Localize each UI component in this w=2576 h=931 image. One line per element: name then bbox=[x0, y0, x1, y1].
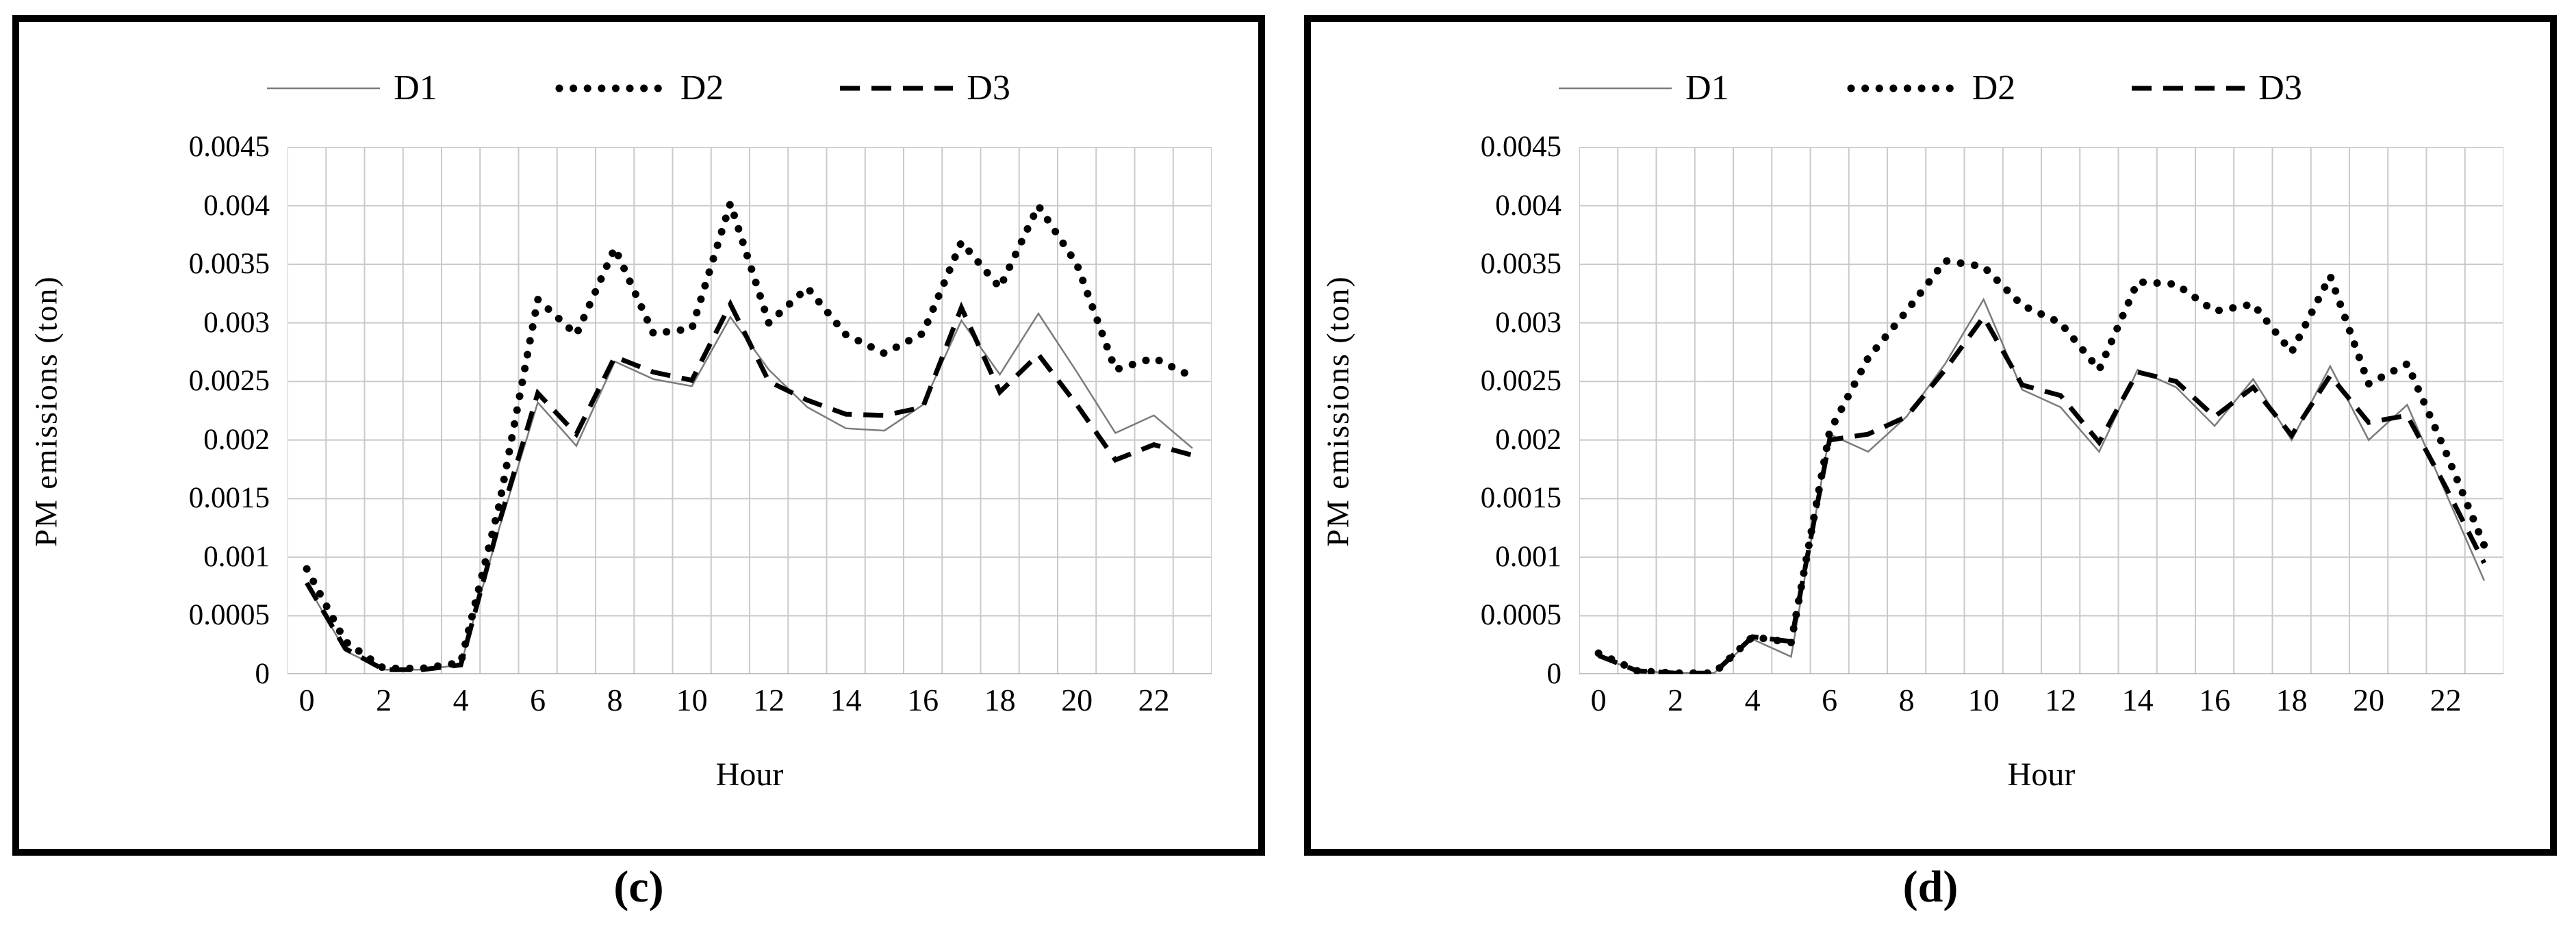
y-tick-label: 0.002 bbox=[203, 423, 270, 456]
x-tick-label: 10 bbox=[1967, 683, 2000, 717]
x-tick-label: 6 bbox=[530, 683, 546, 717]
x-tick-label: 0 bbox=[298, 683, 315, 717]
x-tick-label: 4 bbox=[1744, 683, 1761, 717]
x-tick-label: 4 bbox=[452, 683, 469, 717]
y-tick-label: 0.0015 bbox=[1480, 482, 1561, 515]
x-tick-label: 2 bbox=[376, 683, 392, 717]
legend-item-d2: D2 bbox=[554, 71, 724, 106]
d1-line-sample-icon bbox=[1559, 87, 1672, 90]
x-tick-label: 14 bbox=[2121, 683, 2154, 717]
x-tick-label: 0 bbox=[1590, 683, 1607, 717]
y-tick-label: 0.0045 bbox=[188, 131, 270, 163]
legend-item-d3: D3 bbox=[840, 71, 1010, 106]
d3-dashed-sample-icon bbox=[2132, 86, 2245, 91]
y-tick-label: 0.0035 bbox=[1480, 248, 1561, 281]
y-tick-label: 0 bbox=[1546, 658, 1562, 690]
x-tick-label: 18 bbox=[2275, 683, 2308, 717]
d2-dotted-sample-icon bbox=[555, 84, 667, 92]
y-axis-tick-labels: 0.0045 0.004 0.0035 0.003 0.0025 0.002 0.0015 0… bbox=[1336, 131, 1561, 690]
x-tick-label: 22 bbox=[2430, 683, 2462, 717]
legend-label-d2: D2 bbox=[680, 68, 724, 107]
y-tick-label: 0.0045 bbox=[1480, 131, 1561, 163]
x-axis-tick-labels: 0 2 4 6 8 10 12 14 16 18 20 22 bbox=[1579, 683, 2503, 724]
y-axis-tick-labels: 0.0045 0.004 0.0035 0.003 0.0025 0.002 0.0015 0… bbox=[44, 131, 270, 690]
y-tick-label: 0.001 bbox=[203, 540, 270, 573]
series-line-d3 bbox=[1597, 312, 2487, 674]
x-tick-label: 12 bbox=[2045, 683, 2077, 717]
legend-label-d1: D1 bbox=[394, 68, 437, 107]
y-tick-label: 0.004 bbox=[203, 189, 270, 222]
d1-line-sample-icon bbox=[267, 87, 381, 90]
x-tick-label: 10 bbox=[676, 683, 708, 717]
x-tick-label: 20 bbox=[2353, 683, 2385, 717]
x-axis-tick-labels: 0 2 4 6 8 10 12 14 16 18 20 22 bbox=[288, 683, 1212, 724]
series-line-d2 bbox=[1594, 257, 2488, 674]
series-line-d2 bbox=[303, 190, 1197, 672]
legend-item-d3: D3 bbox=[2132, 71, 2302, 106]
legend-label-d2: D2 bbox=[1972, 68, 2016, 107]
x-tick-label: 14 bbox=[830, 683, 862, 717]
legend-item-d1: D1 bbox=[1559, 71, 1729, 106]
x-tick-label: 16 bbox=[907, 683, 939, 717]
y-tick-label: 0.0025 bbox=[188, 365, 270, 398]
caption-c: (c) bbox=[613, 862, 664, 912]
x-axis-title: Hour bbox=[2007, 756, 2076, 793]
legend: D1 D2 D3 bbox=[1311, 64, 2550, 112]
legend: D1 D2 D3 bbox=[19, 64, 1258, 112]
x-tick-label: 16 bbox=[2199, 683, 2231, 717]
plot-area bbox=[1579, 147, 2503, 674]
x-tick-label: 6 bbox=[1822, 683, 1838, 717]
y-tick-label: 0 bbox=[255, 658, 270, 690]
y-tick-label: 0.002 bbox=[1495, 423, 1561, 456]
y-tick-label: 0.0005 bbox=[188, 599, 270, 632]
y-tick-label: 0.003 bbox=[1495, 306, 1561, 339]
chart-panel-c: D1 D2 D3 PM emissions (ton) 0.0045 0.004 0… bbox=[12, 15, 1265, 856]
y-tick-label: 0.0025 bbox=[1480, 365, 1561, 398]
caption-d: (d) bbox=[1902, 862, 1959, 912]
y-tick-label: 0.001 bbox=[1495, 540, 1561, 573]
x-tick-label: 8 bbox=[1898, 683, 1915, 717]
x-tick-label: 2 bbox=[1668, 683, 1684, 717]
legend-label-d3: D3 bbox=[2258, 68, 2302, 107]
chart-panel-d: D1 D2 D3 PM emissions (ton) 0.0045 0.004 0… bbox=[1304, 15, 2557, 856]
y-tick-label: 0.004 bbox=[1495, 189, 1561, 222]
x-tick-label: 20 bbox=[1061, 683, 1093, 717]
y-tick-label: 0.003 bbox=[203, 306, 270, 339]
x-tick-label: 8 bbox=[607, 683, 623, 717]
legend-item-d1: D1 bbox=[267, 71, 437, 106]
x-tick-label: 22 bbox=[1138, 683, 1170, 717]
legend-item-d2: D2 bbox=[1846, 68, 2016, 107]
x-axis-title: Hour bbox=[715, 756, 784, 793]
legend-label-d1: D1 bbox=[1685, 68, 1729, 107]
plot-area bbox=[288, 147, 1212, 674]
x-tick-label: 12 bbox=[753, 683, 785, 717]
legend-label-d3: D3 bbox=[967, 68, 1010, 107]
d2-dotted-sample-icon bbox=[1847, 84, 1959, 92]
x-tick-label: 18 bbox=[984, 683, 1016, 717]
d3-dashed-sample-icon bbox=[840, 86, 954, 91]
y-tick-label: 0.0005 bbox=[1480, 599, 1561, 632]
y-tick-label: 0.0015 bbox=[188, 482, 270, 515]
y-tick-label: 0.0035 bbox=[188, 248, 270, 281]
